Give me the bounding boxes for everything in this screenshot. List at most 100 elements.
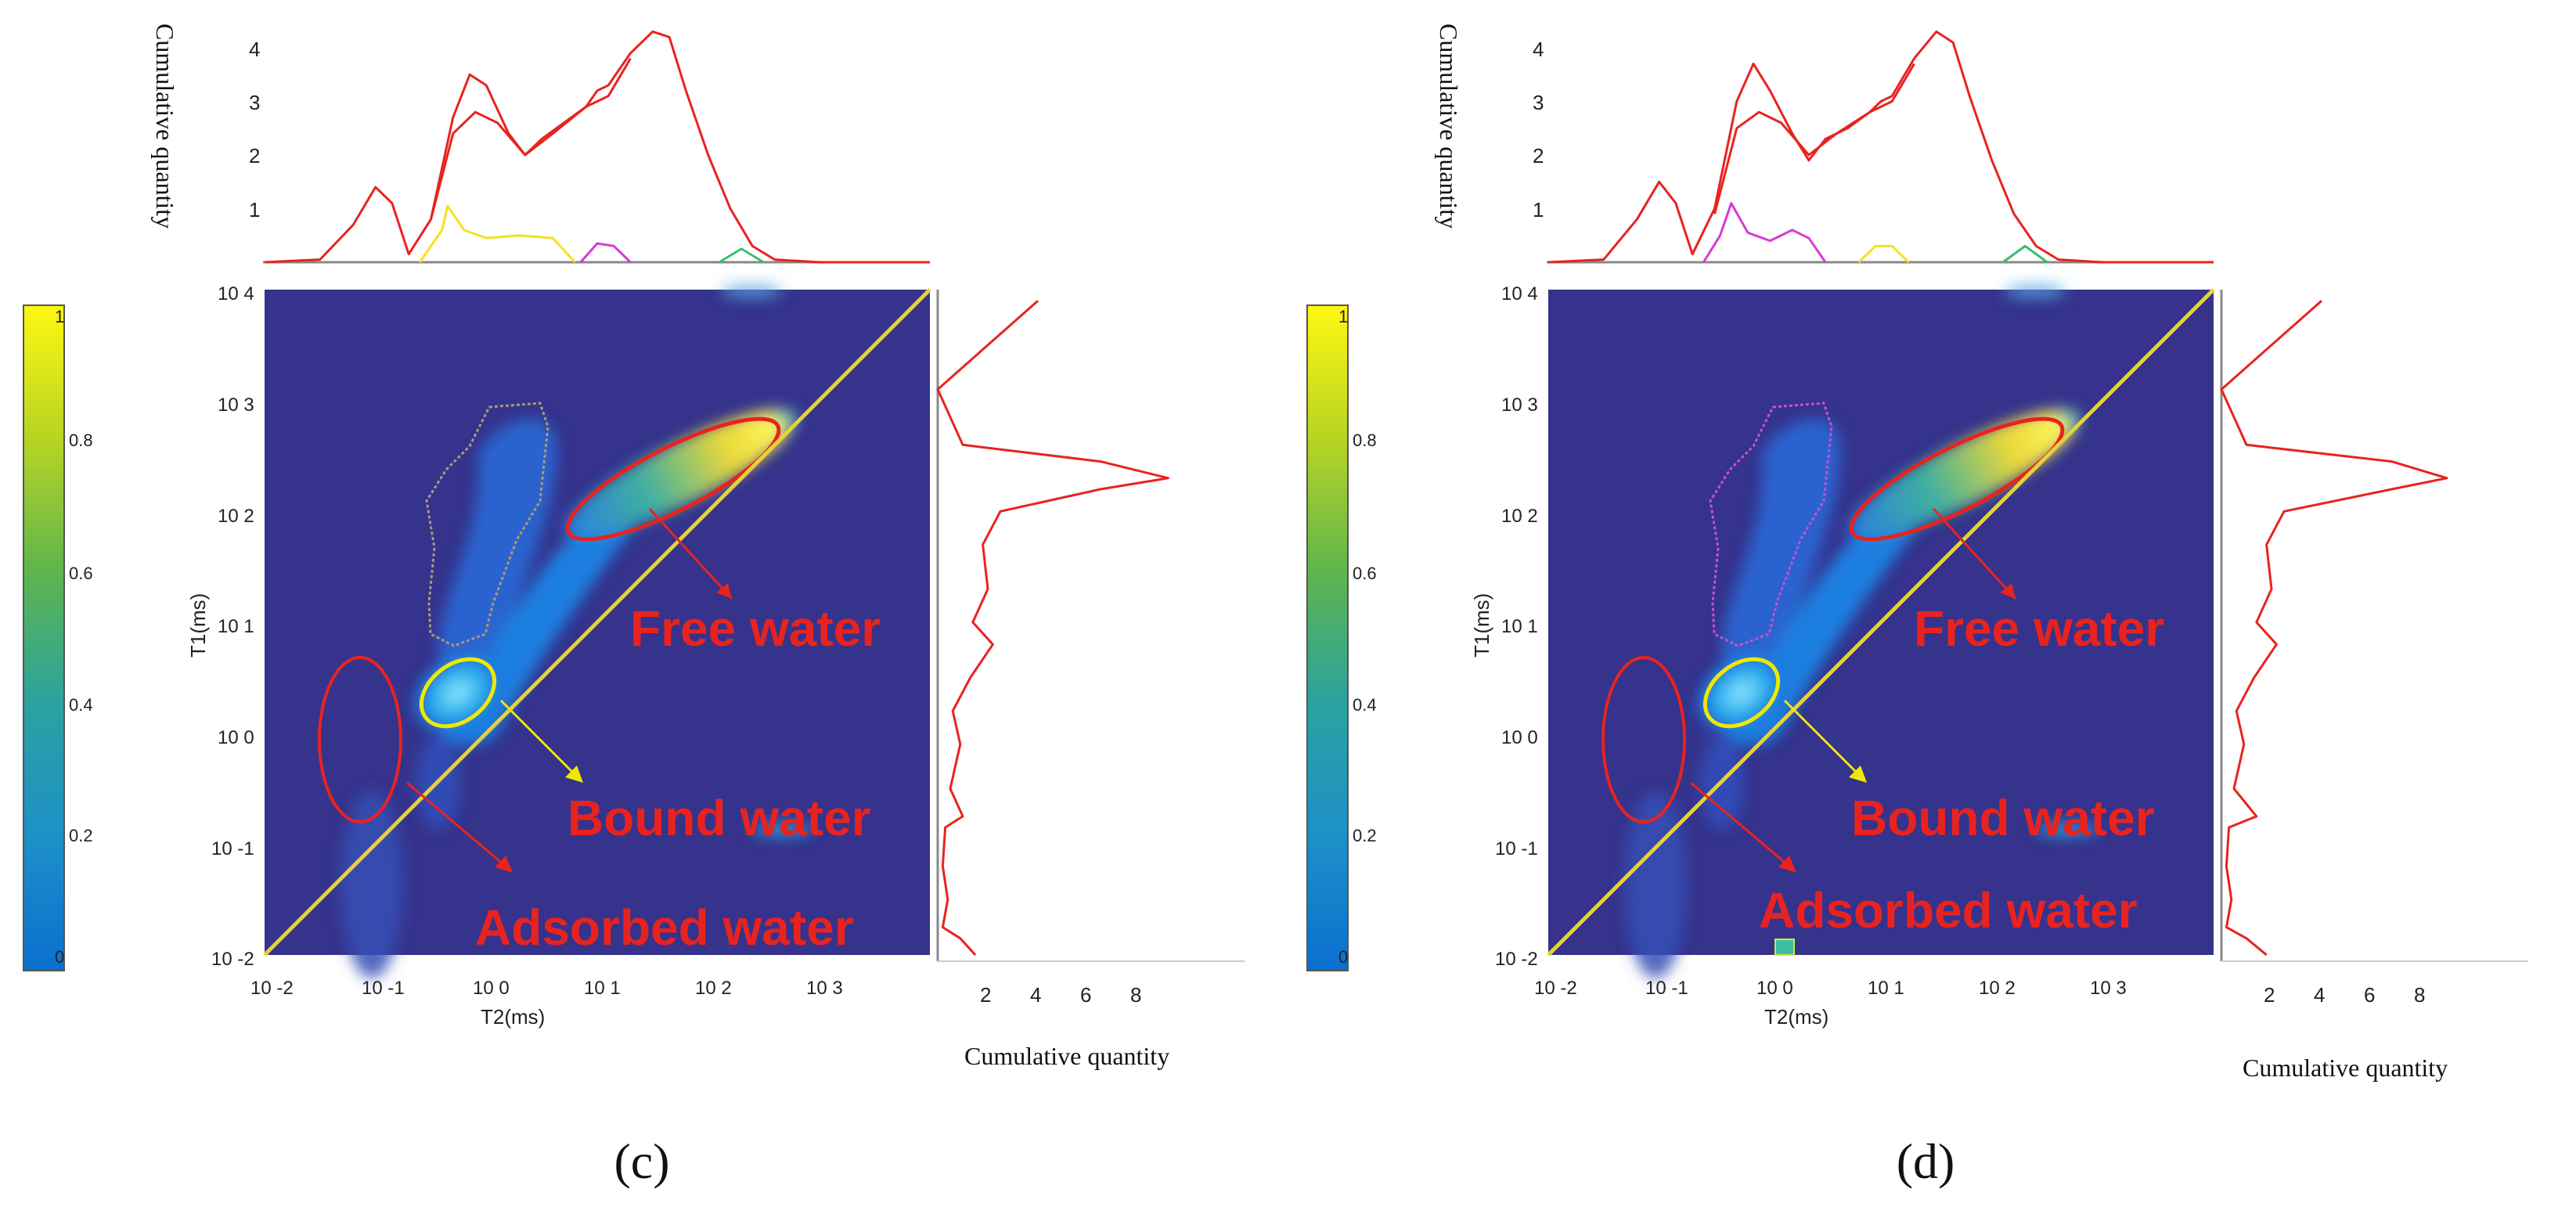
bound-water-label: Bound water bbox=[1851, 790, 2155, 846]
magenta-outline bbox=[1709, 402, 1833, 647]
right-marginal: 2 4 6 8 Cumulative quantity bbox=[2220, 290, 2528, 1082]
top-ytick: 3 bbox=[1533, 91, 1544, 114]
right-marginal-xlabel: Cumulative quantity bbox=[2243, 1054, 2448, 1082]
adsorbed-water-label: Adsorbed water bbox=[475, 899, 854, 956]
diagonal-line bbox=[1547, 288, 2215, 957]
right-xtick: 2 bbox=[980, 983, 991, 1007]
adsorbed-arrow-head bbox=[1778, 856, 1796, 873]
top-ytick: 1 bbox=[249, 198, 260, 222]
x-tick: 10 -1 bbox=[1645, 978, 1688, 999]
right-xtick: 2 bbox=[2264, 983, 2275, 1007]
y-tick: 10 0 bbox=[1501, 727, 1538, 748]
x-tick: 10 2 bbox=[695, 978, 732, 999]
x-tick: 10 -2 bbox=[250, 978, 294, 999]
bound-arrow-head bbox=[565, 766, 583, 783]
top-series-series-3 bbox=[419, 204, 576, 264]
top-ytick: 4 bbox=[249, 38, 260, 61]
right-marginal: 2 4 6 8 Cumulative quantity bbox=[936, 290, 1245, 1070]
bound-water-ellipse bbox=[419, 657, 497, 729]
x-axis: 10 -2 10 -1 10 0 10 1 10 2 10 3 T2(ms) bbox=[250, 978, 843, 1029]
side-blob bbox=[751, 823, 814, 836]
y-tick: 10 4 bbox=[1501, 283, 1538, 304]
panel-d: 1 0.8 0.6 0.4 0.2 0 1 2 3 4 Cumulative q… bbox=[1306, 23, 2528, 1189]
y-tick: 10 -1 bbox=[211, 838, 254, 859]
y-tick: 10 4 bbox=[218, 283, 254, 304]
y-tick: 10 -1 bbox=[1495, 838, 1538, 859]
top-series-series-5 bbox=[2001, 244, 2048, 264]
diagonal-line bbox=[263, 288, 931, 957]
right-series-total bbox=[2220, 300, 2448, 957]
top-ytick: 3 bbox=[249, 91, 260, 114]
right-curves bbox=[936, 300, 1169, 957]
right-xtick: 8 bbox=[2414, 983, 2425, 1007]
colorbar-tick: 0.2 bbox=[1353, 826, 1377, 845]
colorbar-tick: 1 bbox=[55, 307, 64, 326]
y-tick: 10 0 bbox=[218, 727, 254, 748]
plume-blob bbox=[1722, 419, 1841, 679]
bound-arrow bbox=[499, 699, 581, 780]
adsorbed-arrow-head bbox=[495, 856, 513, 873]
free-blob bbox=[564, 409, 798, 539]
adsorbed-arrow bbox=[406, 781, 510, 870]
plume-blob bbox=[438, 419, 557, 679]
colorbar-tick: 0 bbox=[55, 947, 64, 967]
y-tick: 10 -2 bbox=[1495, 949, 1538, 970]
colorbar-tick: 0.6 bbox=[1353, 564, 1377, 583]
top-series-total bbox=[264, 30, 930, 264]
top-marginal-ylabel: Cumulative quantity bbox=[1435, 23, 1463, 229]
adsorbed-water-ellipse bbox=[1601, 656, 1686, 823]
y-tick: 10 2 bbox=[218, 506, 254, 527]
colorbar: 1 0.8 0.6 0.4 0.2 0 bbox=[23, 304, 93, 971]
free-water-label: Free water bbox=[1914, 600, 2164, 657]
top-marginal: 1 2 3 4 Cumulative quantity bbox=[1435, 23, 2214, 264]
adsorbed-water-ellipse bbox=[318, 656, 402, 823]
y-tick: 10 3 bbox=[218, 395, 254, 416]
adsorbed-water-label: Adsorbed water bbox=[1759, 882, 2138, 939]
right-xtick: 6 bbox=[1080, 983, 1091, 1007]
y-tick: 10 1 bbox=[218, 616, 254, 637]
y-tick: 10 3 bbox=[1501, 395, 1538, 416]
right-xtick: 8 bbox=[1130, 983, 1141, 1007]
x-tick: 10 1 bbox=[584, 978, 621, 999]
free-arrow bbox=[648, 507, 733, 600]
x-axis-label: T2(ms) bbox=[481, 1005, 545, 1029]
colorbar-tick: 0.8 bbox=[69, 431, 93, 450]
bound-water-ellipse bbox=[1702, 657, 1781, 729]
free-water-ellipse bbox=[565, 416, 781, 542]
panel-c: 1 0.8 0.6 0.4 0.2 0 1 2 3 4 Cumulative q… bbox=[23, 23, 1245, 1189]
top-marginal-ylabel: Cumulative quantity bbox=[151, 23, 179, 229]
free-water-ellipse bbox=[1849, 416, 2065, 542]
adsorbed-blob bbox=[1624, 791, 1687, 978]
right-xtick: 6 bbox=[2364, 983, 2375, 1007]
top-ytick: 1 bbox=[1533, 198, 1544, 222]
heatmap-blobs bbox=[1624, 285, 2098, 978]
top-curves bbox=[1547, 30, 2214, 264]
right-xtick: 4 bbox=[2314, 983, 2325, 1007]
colorbar-tick: 0.4 bbox=[1353, 695, 1377, 715]
y-axis-label: T1(ms) bbox=[186, 593, 210, 658]
gray-outline bbox=[425, 402, 549, 647]
x-tick: 10 3 bbox=[2090, 978, 2127, 999]
top-ytick: 2 bbox=[1533, 144, 1544, 168]
panel-label: (c) bbox=[614, 1133, 669, 1189]
adsorbed-arrow bbox=[1690, 781, 1793, 870]
x-tick: 10 0 bbox=[1756, 978, 1793, 999]
top-series-series-5 bbox=[719, 247, 765, 264]
free-water-label: Free water bbox=[630, 600, 881, 657]
free-blob bbox=[1848, 409, 2081, 539]
y-axis: 10 4 10 3 10 2 10 1 10 0 10 -1 10 -2 T1(… bbox=[186, 283, 254, 970]
right-marginal-xlabel: Cumulative quantity bbox=[964, 1042, 1169, 1070]
top-curves bbox=[264, 30, 930, 264]
top-series-series-2 bbox=[430, 57, 632, 220]
x-tick: 10 1 bbox=[1868, 978, 1904, 999]
colorbar-tick: 0.8 bbox=[1353, 431, 1377, 450]
top-series-series-2 bbox=[1713, 63, 1915, 214]
right-curves bbox=[2220, 300, 2448, 957]
x-tick: 10 -2 bbox=[1534, 978, 1577, 999]
colorbar-fill bbox=[23, 304, 65, 971]
colorbar: 1 0.8 0.6 0.4 0.2 0 bbox=[1306, 304, 1377, 971]
side-blob bbox=[2035, 823, 2098, 836]
bound-arrow bbox=[1783, 699, 1864, 780]
x-tick: 10 2 bbox=[1979, 978, 2016, 999]
